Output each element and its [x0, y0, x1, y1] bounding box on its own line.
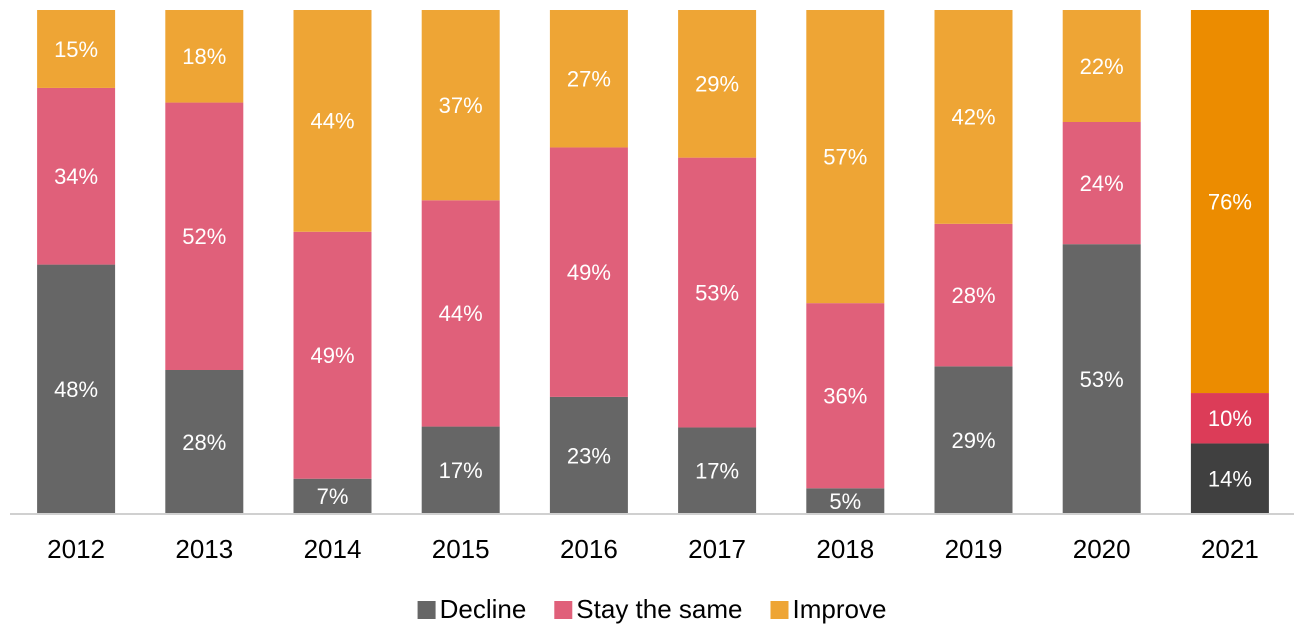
- bar-segment: [1190, 393, 1269, 444]
- bar-segment: [549, 396, 628, 514]
- bar-segment: [293, 478, 372, 514]
- value-label: 29%: [695, 72, 739, 97]
- value-label: 5%: [829, 489, 861, 514]
- x-tick-label: 2018: [816, 534, 874, 564]
- bar-segment: [934, 366, 1013, 514]
- value-label: 44%: [310, 109, 354, 134]
- bar-segment: [293, 231, 372, 479]
- bar-segment: [934, 223, 1013, 367]
- bar-segment: [1190, 443, 1269, 514]
- value-label: 52%: [182, 224, 226, 249]
- bar-segment: [165, 102, 244, 371]
- legend-label: Improve: [793, 594, 887, 624]
- bar-segment: [165, 10, 244, 103]
- bar-segment: [1062, 244, 1141, 514]
- value-label: 36%: [823, 384, 867, 409]
- legend-swatch: [417, 601, 436, 619]
- value-label: 15%: [54, 37, 98, 62]
- bar-segment: [678, 427, 757, 514]
- x-tick-label: 2020: [1073, 534, 1131, 564]
- legend-label: Decline: [440, 594, 527, 624]
- bar-segment: [37, 264, 116, 514]
- value-label: 23%: [567, 443, 611, 468]
- bar-segment: [678, 157, 757, 428]
- value-label: 10%: [1208, 406, 1252, 431]
- value-label: 28%: [951, 283, 995, 308]
- bar-segment: [37, 87, 116, 265]
- value-label: 57%: [823, 144, 867, 169]
- value-label: 24%: [1080, 171, 1124, 196]
- value-label: 53%: [695, 280, 739, 305]
- bar-segment: [934, 10, 1013, 224]
- bar-segment: [165, 370, 244, 514]
- bar-segment: [293, 10, 372, 232]
- x-tick-label: 2017: [688, 534, 746, 564]
- bar-segment: [1062, 10, 1141, 122]
- bar-segment: [1062, 122, 1141, 245]
- value-label: 22%: [1080, 54, 1124, 79]
- value-label: 17%: [439, 458, 483, 483]
- value-label: 34%: [54, 164, 98, 189]
- value-label: 49%: [310, 343, 354, 368]
- legend-label: Stay the same: [576, 594, 742, 624]
- value-label: 49%: [567, 260, 611, 285]
- value-label: 29%: [951, 428, 995, 453]
- bar-segment: [421, 426, 500, 514]
- bar-segment: [806, 10, 885, 304]
- value-label: 48%: [54, 377, 98, 402]
- value-label: 17%: [695, 459, 739, 484]
- value-label: 27%: [567, 67, 611, 92]
- value-label: 28%: [182, 430, 226, 455]
- x-tick-label: 2013: [175, 534, 233, 564]
- x-tick-label: 2014: [304, 534, 362, 564]
- bar-segment: [421, 200, 500, 427]
- bar-segment: [806, 303, 885, 489]
- bar-segment: [549, 147, 628, 397]
- x-tick-label: 2015: [432, 534, 490, 564]
- legend-swatch: [770, 601, 789, 619]
- value-label: 42%: [951, 105, 995, 130]
- value-label: 76%: [1208, 189, 1252, 214]
- value-label: 53%: [1080, 367, 1124, 392]
- legend-swatch: [554, 601, 573, 619]
- bar-segment: [421, 10, 500, 201]
- bar-segment: [549, 10, 628, 148]
- x-tick-label: 2021: [1201, 534, 1259, 564]
- x-tick-label: 2016: [560, 534, 618, 564]
- value-label: 37%: [439, 93, 483, 118]
- bar-segment: [806, 488, 885, 514]
- value-label: 14%: [1208, 467, 1252, 492]
- bar-segment: [1190, 10, 1269, 394]
- x-tick-label: 2019: [945, 534, 1003, 564]
- bar-segment: [37, 10, 116, 88]
- value-label: 18%: [182, 44, 226, 69]
- x-tick-label: 2012: [47, 534, 105, 564]
- bar-segment: [678, 10, 757, 158]
- value-label: 44%: [439, 301, 483, 326]
- value-label: 7%: [317, 484, 349, 509]
